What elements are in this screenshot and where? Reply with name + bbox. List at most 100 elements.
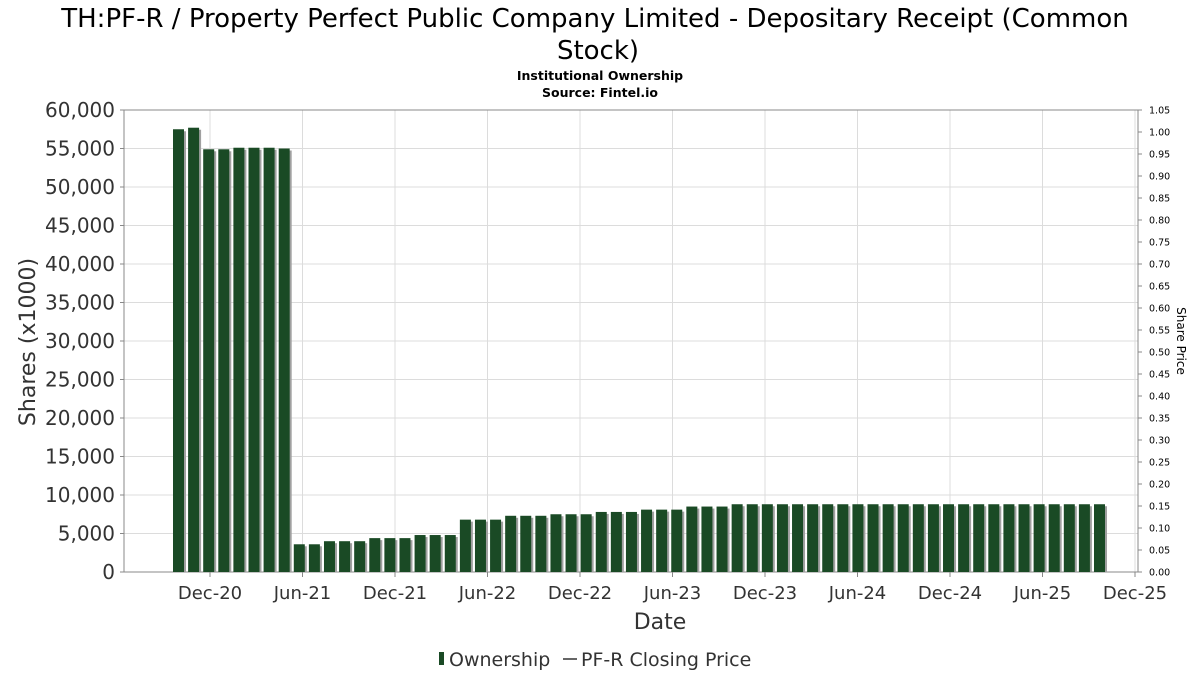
ownership-bar: [792, 504, 804, 572]
ownership-bar: [263, 147, 275, 573]
ownership-bar: [399, 538, 411, 572]
ownership-bar: [988, 504, 1000, 572]
y2-tick-label: 0.65: [1149, 282, 1170, 293]
y-tick-label: 45,000: [45, 214, 115, 238]
ownership-bar: [731, 504, 743, 572]
ownership-bar: [233, 147, 245, 573]
y2-tick-label: 0.05: [1149, 546, 1170, 557]
ownership-bar: [958, 504, 970, 572]
y-axis-label: Shares (x1000): [16, 258, 41, 426]
y2-tick-label: 1.05: [1149, 106, 1170, 117]
x-tick-label: Jun-23: [643, 583, 702, 604]
legend-price-label: PF-R Closing Price: [581, 649, 751, 671]
x-axis-ticks: Dec-20 Jun-21 Dec-21 Jun-22 Dec-22 Jun-23 Dec-…: [178, 572, 1167, 604]
y-axis-ticks: 0 5,000 10,000 15,000 20,000 25,000 30,000 35,0…: [45, 98, 124, 584]
ownership-bar: [520, 515, 532, 572]
chart-source: Source: Fintel.io: [542, 85, 658, 100]
ownership-bar: [867, 504, 879, 572]
ownership-bar: [369, 538, 381, 572]
ownership-bar: [550, 514, 562, 572]
ownership-bar: [671, 509, 683, 572]
y2-tick-label: 0.45: [1149, 370, 1170, 381]
y-tick-label: 15,000: [45, 445, 115, 469]
ownership-bar: [203, 149, 215, 572]
x-tick-label: Dec-21: [363, 583, 427, 604]
ownership-bar: [1033, 504, 1045, 572]
ownership-bar: [474, 519, 486, 572]
ownership-bar: [444, 535, 456, 572]
ownership-bar: [384, 538, 396, 572]
y-tick-label: 0: [102, 560, 115, 584]
y2-tick-label: 0.10: [1149, 524, 1170, 535]
x-tick-label: Dec-22: [548, 583, 612, 604]
ownership-bar: [339, 541, 351, 572]
y2-tick-label: 0.85: [1149, 194, 1170, 205]
x-tick-label: Jun-25: [1013, 583, 1072, 604]
ownership-bar: [716, 506, 728, 572]
ownership-bar: [852, 504, 864, 572]
ownership-bar: [897, 504, 909, 572]
ownership-bar: [1063, 504, 1075, 572]
ownership-bar: [656, 509, 668, 572]
y-tick-label: 25,000: [45, 368, 115, 392]
ownership-bar: [837, 504, 849, 572]
ownership-bar: [746, 504, 758, 572]
ownership-bar: [1048, 504, 1060, 572]
ownership-bar: [807, 504, 819, 572]
legend-ownership-swatch: [439, 652, 444, 665]
y2-tick-label: 0.40: [1149, 392, 1170, 403]
ownership-bar: [354, 541, 366, 572]
ownership-bar: [565, 514, 577, 572]
y2-tick-label: 0.70: [1149, 260, 1170, 271]
y2-tick-label: 0.35: [1149, 414, 1170, 425]
ownership-bar: [761, 504, 773, 572]
y-tick-label: 30,000: [45, 329, 115, 353]
y2-tick-label: 0.80: [1149, 216, 1170, 227]
y2-tick-label: 0.20: [1149, 480, 1170, 491]
ownership-bar: [580, 514, 592, 572]
y-tick-label: 10,000: [45, 483, 115, 507]
chart-title-line1: TH:PF-R / Property Perfect Public Compan…: [60, 4, 1129, 34]
y2-tick-label: 0.00: [1149, 568, 1170, 579]
ownership-bar: [308, 544, 320, 572]
y2-tick-label: 0.95: [1149, 150, 1170, 161]
y-tick-label: 40,000: [45, 252, 115, 276]
ownership-bar: [323, 541, 335, 572]
legend-ownership-label: Ownership: [449, 649, 550, 671]
x-tick-label: Dec-23: [733, 583, 797, 604]
ownership-bar: [822, 504, 834, 572]
legend: Ownership PF-R Closing Price: [439, 649, 751, 671]
ownership-bar: [188, 127, 200, 573]
x-tick-label: Jun-22: [458, 583, 517, 604]
ownership-bar: [912, 504, 924, 572]
ownership-bar: [535, 515, 547, 572]
y-tick-label: 50,000: [45, 175, 115, 199]
ownership-bar: [610, 511, 622, 572]
ownership-bar: [248, 147, 260, 573]
y2-tick-label: 0.55: [1149, 326, 1170, 337]
y2-tick-label: 0.50: [1149, 348, 1170, 359]
y2-tick-label: 0.75: [1149, 238, 1170, 249]
x-tick-label: Dec-20: [178, 583, 242, 604]
ownership-bar: [595, 511, 607, 572]
ownership-bar: [973, 504, 985, 572]
ownership-bar: [686, 506, 698, 572]
x-tick-label: Dec-25: [1103, 583, 1167, 604]
ownership-bar: [293, 544, 305, 572]
x-axis-label: Date: [634, 610, 687, 635]
ownership-bar: [490, 519, 502, 572]
ownership-bar: [429, 535, 441, 572]
x-tick-label: Dec-24: [918, 583, 982, 604]
x-tick-label: Jun-21: [273, 583, 332, 604]
ownership-bar: [414, 535, 426, 572]
x-tick-label: Jun-24: [828, 583, 887, 604]
y-tick-label: 60,000: [45, 98, 115, 122]
secondary-y-axis-ticks: 0.00 0.05 0.10 0.15 0.20 0.25 0.30 0.35 0.40 0.45…: [1138, 106, 1170, 579]
ownership-bar: [927, 504, 939, 572]
ownership-bar: [173, 129, 184, 572]
y2-tick-label: 0.15: [1149, 502, 1170, 513]
chart-subtitle: Institutional Ownership: [517, 68, 683, 83]
y2-tick-label: 0.90: [1149, 172, 1170, 183]
ownership-bar: [459, 519, 471, 572]
